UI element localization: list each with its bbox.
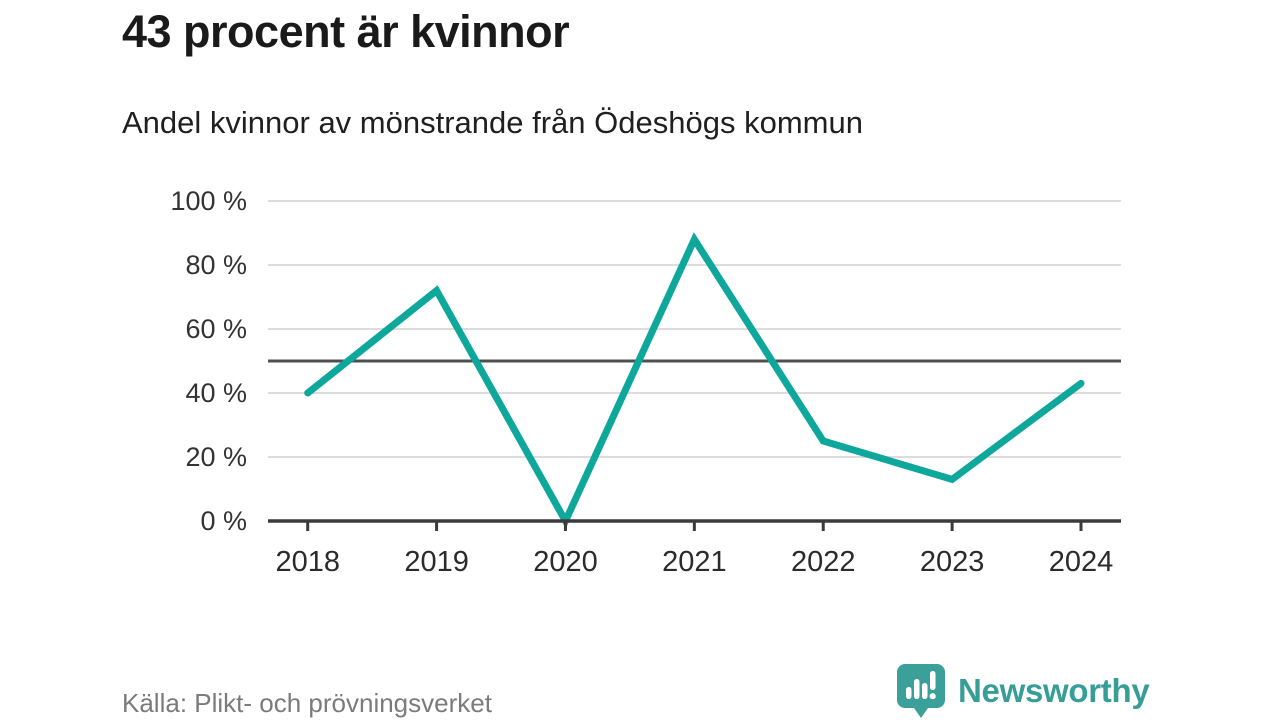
y-tick-label: 20 % xyxy=(185,442,247,472)
page-title: 43 procent är kvinnor xyxy=(122,6,570,57)
x-tick-label: 2023 xyxy=(920,546,985,578)
x-tick-label: 2018 xyxy=(275,546,340,578)
chart-subtitle: Andel kvinnor av mönstrande från Ödeshög… xyxy=(122,105,863,140)
x-tick-label: 2021 xyxy=(662,546,727,578)
chart-gridlines xyxy=(268,200,1121,458)
y-tick-label: 60 % xyxy=(185,314,247,344)
newsworthy-logo-icon xyxy=(897,664,945,718)
x-tick-label: 2024 xyxy=(1049,546,1114,578)
chart-series-line xyxy=(304,232,1085,529)
source-note: Källa: Plikt- och prövningsverket xyxy=(122,688,492,718)
logo-bubble xyxy=(897,664,945,718)
x-tick-label: 2020 xyxy=(533,546,598,578)
y-tick-label: 80 % xyxy=(185,250,247,280)
y-tick-label: 100 % xyxy=(170,186,247,216)
x-tick-label: 2022 xyxy=(791,546,856,578)
y-tick-label: 0 % xyxy=(200,506,247,536)
logo-bar-chart xyxy=(906,671,936,700)
x-axis-labels: 2018 2019 2020 2021 2022 2023 2024 xyxy=(275,546,1113,578)
y-tick-label: 40 % xyxy=(185,378,247,408)
chart-tick-marks xyxy=(306,521,1083,531)
brand-name: Newsworthy xyxy=(958,672,1150,709)
y-axis-labels: 0 % 20 % 40 % 60 % 80 % 100 % xyxy=(170,186,247,536)
brand-lockup: Newsworthy xyxy=(897,664,1150,718)
x-tick-label: 2019 xyxy=(404,546,469,578)
